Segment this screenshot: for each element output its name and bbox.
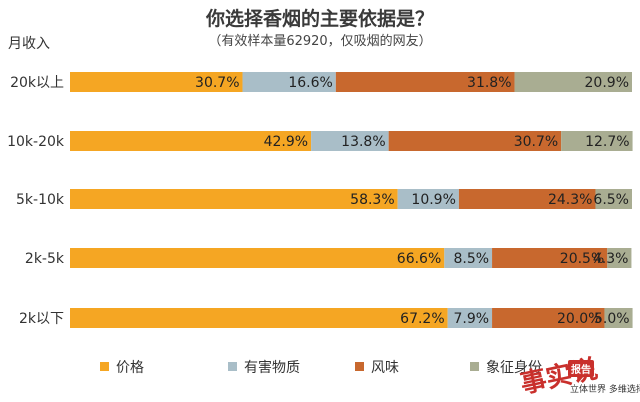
bar-segment xyxy=(444,248,493,268)
category-label: 2k-5k xyxy=(25,251,65,267)
y-axis-label: 月收入 xyxy=(8,36,50,52)
bar-segment xyxy=(70,131,312,151)
data-label: 58.3% xyxy=(350,192,394,208)
bar-segment xyxy=(70,308,448,328)
data-label: 4.3% xyxy=(593,251,629,267)
bar-segment xyxy=(388,131,562,151)
chart-subtitle: （有效样本量62920，仅吸烟的网友） xyxy=(208,34,432,49)
bar-segment xyxy=(397,189,459,209)
bar-segment xyxy=(492,308,605,328)
bar-segment xyxy=(242,72,336,92)
bar-segment xyxy=(607,248,632,268)
data-label: 10.9% xyxy=(411,192,455,208)
legend-swatch xyxy=(100,362,109,371)
bar-segment xyxy=(447,308,493,328)
data-label: 7.9% xyxy=(453,311,489,327)
bar-segment xyxy=(70,248,445,268)
category-label: 10k-20k xyxy=(7,134,65,150)
bar-segment xyxy=(561,131,633,151)
bar-segment xyxy=(335,72,515,92)
data-label: 30.7% xyxy=(514,134,558,150)
data-label: 42.9% xyxy=(264,134,308,150)
legend-swatch xyxy=(355,362,364,371)
bar-segment xyxy=(70,189,398,209)
legend-swatch xyxy=(470,362,479,371)
category-label: 2k以下 xyxy=(19,311,64,327)
data-label: 66.6% xyxy=(397,251,441,267)
legend-swatch xyxy=(228,362,237,371)
data-label: 6.5% xyxy=(593,192,629,208)
data-label: 8.5% xyxy=(453,251,489,267)
data-label: 67.2% xyxy=(400,311,444,327)
data-label: 20.9% xyxy=(585,75,629,91)
legend-label: 价格 xyxy=(116,360,144,376)
data-label: 20.0% xyxy=(557,311,601,327)
data-label: 24.3% xyxy=(548,192,592,208)
data-label: 20.5% xyxy=(560,251,604,267)
data-label: 12.7% xyxy=(585,134,629,150)
bar-segment xyxy=(311,131,389,151)
svg-text:立体世界 多维选择: 立体世界 多维选择 xyxy=(570,383,640,395)
chart-title: 你选择香烟的主要依据是？ xyxy=(205,8,434,30)
data-label: 5.0% xyxy=(594,311,630,327)
data-label: 30.7% xyxy=(195,75,239,91)
category-label: 5k-10k xyxy=(16,192,65,208)
bar-segment xyxy=(492,248,608,268)
bar-segment xyxy=(70,72,243,92)
data-label: 16.6% xyxy=(288,75,332,91)
bar-segment xyxy=(514,72,632,92)
watermark-badge: 报告 xyxy=(568,360,594,377)
legend-label: 有害物质 xyxy=(244,360,300,376)
legend-label: 风味 xyxy=(371,360,399,376)
data-label: 13.8% xyxy=(341,134,385,150)
category-label: 20k以上 xyxy=(10,75,64,91)
legend-label: 象征身份 xyxy=(486,360,542,376)
bar-segment xyxy=(595,189,632,209)
bar-segment xyxy=(604,308,633,328)
bar-segment xyxy=(458,189,596,209)
data-label: 31.8% xyxy=(467,75,511,91)
